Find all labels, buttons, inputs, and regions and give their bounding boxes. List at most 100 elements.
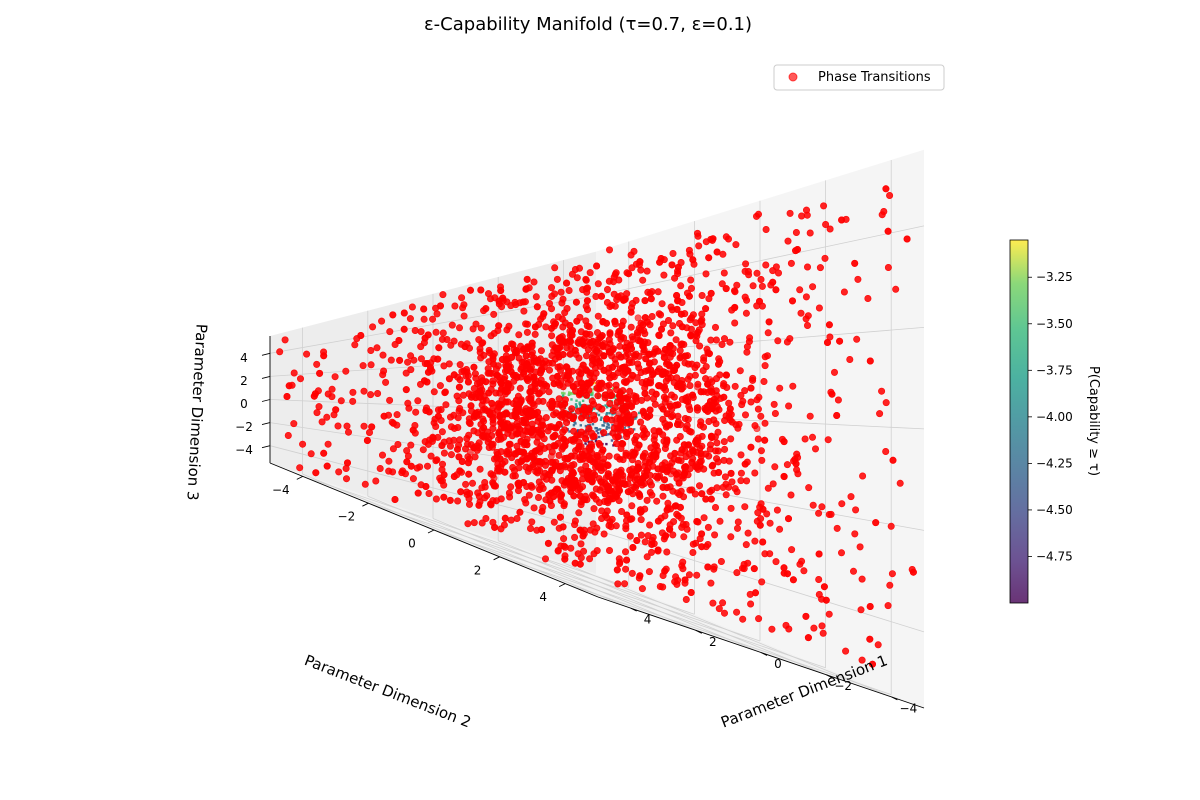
- data-point: [414, 397, 422, 405]
- data-point: [731, 288, 739, 296]
- surface-patch: [575, 399, 578, 402]
- data-point: [749, 374, 757, 382]
- data-point: [637, 266, 645, 274]
- data-point: [611, 318, 619, 326]
- data-point: [815, 304, 823, 312]
- data-point: [739, 615, 747, 623]
- data-point: [808, 433, 816, 441]
- data-point: [760, 377, 768, 385]
- data-point: [698, 291, 706, 299]
- data-point: [886, 581, 894, 589]
- data-point: [684, 360, 692, 368]
- z-tick-mark: [261, 375, 271, 379]
- data-point: [313, 360, 321, 368]
- data-point: [299, 440, 307, 448]
- data-point: [733, 488, 741, 496]
- surface-patch: [608, 411, 611, 415]
- data-point: [475, 336, 483, 344]
- data-point: [747, 398, 755, 406]
- data-point: [706, 488, 714, 496]
- data-point: [534, 493, 542, 501]
- data-point: [761, 362, 769, 370]
- data-point: [568, 405, 576, 413]
- data-point: [621, 548, 629, 556]
- data-point: [678, 376, 686, 384]
- data-point: [637, 418, 645, 426]
- data-point: [276, 348, 284, 356]
- data-point: [558, 333, 566, 341]
- data-point: [783, 461, 791, 469]
- data-point: [728, 478, 736, 486]
- surface-patch: [605, 413, 608, 417]
- data-point: [757, 275, 765, 283]
- data-point: [307, 450, 315, 458]
- data-point: [489, 425, 497, 433]
- data-point: [590, 374, 598, 382]
- data-point: [772, 263, 780, 271]
- surface-patch: [587, 397, 590, 400]
- surface-patch: [568, 392, 571, 396]
- data-point: [721, 473, 729, 481]
- data-point: [571, 265, 579, 273]
- data-point: [446, 413, 454, 421]
- data-point: [696, 342, 704, 350]
- data-point: [474, 489, 482, 497]
- data-point: [481, 483, 489, 491]
- surface-patch: [605, 425, 609, 428]
- data-point: [710, 565, 718, 573]
- data-point: [583, 306, 591, 314]
- data-point: [432, 495, 440, 503]
- data-point: [704, 523, 712, 531]
- data-point: [825, 510, 833, 518]
- data-point: [679, 558, 687, 566]
- grid-line-y: [368, 502, 695, 615]
- data-point: [536, 485, 544, 493]
- surface-patch: [574, 406, 578, 409]
- data-point: [505, 489, 513, 497]
- data-point: [455, 324, 463, 332]
- surface-patch: [593, 381, 596, 385]
- data-point: [441, 388, 449, 396]
- data-point: [596, 441, 604, 449]
- data-point: [849, 567, 857, 575]
- data-point: [394, 440, 402, 448]
- data-point: [432, 457, 440, 465]
- data-point: [830, 368, 838, 376]
- data-point: [547, 284, 555, 292]
- data-point: [611, 403, 619, 411]
- data-point: [382, 378, 390, 386]
- data-point: [771, 463, 779, 471]
- data-point: [594, 280, 602, 288]
- data-point: [856, 543, 864, 551]
- data-point: [725, 399, 733, 407]
- data-point: [594, 312, 602, 320]
- data-point: [404, 358, 412, 366]
- data-point: [803, 321, 811, 329]
- data-point: [632, 394, 640, 402]
- data-point: [551, 264, 559, 272]
- surface-patch: [581, 399, 585, 403]
- data-point: [834, 396, 842, 404]
- data-point: [600, 530, 608, 538]
- data-point: [514, 487, 522, 495]
- data-point: [648, 312, 656, 320]
- data-point: [646, 478, 654, 486]
- data-point: [493, 406, 501, 414]
- data-point: [351, 341, 359, 349]
- data-point: [485, 346, 493, 354]
- data-point: [744, 529, 752, 537]
- y-tick-mark: [427, 529, 435, 534]
- data-point: [692, 539, 700, 547]
- data-point: [556, 366, 564, 374]
- data-point: [706, 441, 714, 449]
- data-point: [743, 296, 751, 304]
- data-point: [420, 315, 428, 323]
- data-point: [541, 457, 549, 465]
- data-point: [628, 264, 636, 272]
- data-point: [582, 275, 590, 283]
- data-point: [407, 366, 415, 374]
- data-point: [628, 502, 636, 510]
- data-point: [669, 531, 677, 539]
- surface-patch: [604, 404, 607, 407]
- data-point: [472, 320, 480, 328]
